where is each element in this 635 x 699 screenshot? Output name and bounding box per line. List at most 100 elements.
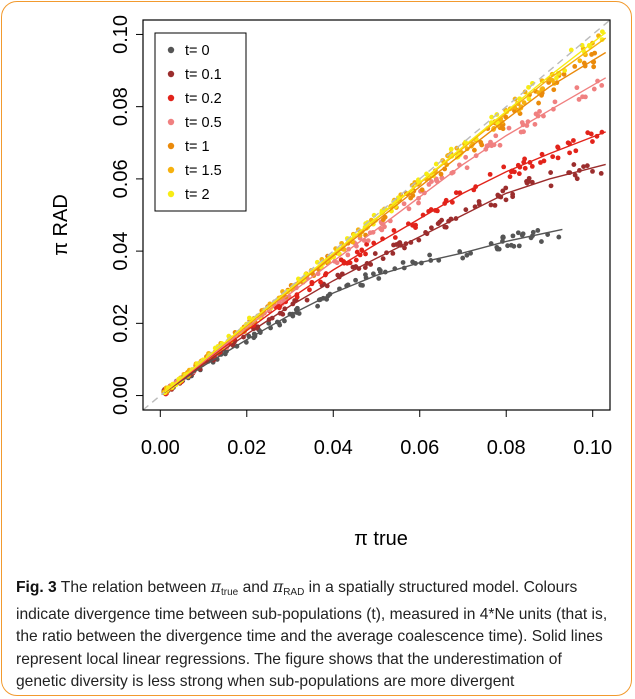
data-point — [434, 178, 439, 183]
data-point — [572, 63, 578, 69]
data-point — [453, 190, 459, 196]
data-point — [505, 243, 510, 249]
data-point — [464, 165, 470, 171]
data-point — [350, 264, 356, 270]
data-point — [600, 29, 605, 35]
caption-rest: in a spatially structured model. Colours… — [16, 579, 608, 690]
data-point — [494, 246, 500, 252]
x-tick-label: 0.02 — [227, 437, 266, 459]
data-point — [567, 150, 573, 156]
data-point — [382, 224, 387, 230]
data-point — [307, 287, 312, 293]
data-point — [358, 282, 364, 288]
data-point — [590, 168, 595, 174]
data-point — [304, 297, 310, 303]
y-tick-label: 0.02 — [110, 304, 132, 343]
data-point — [471, 147, 477, 153]
data-point — [539, 78, 545, 84]
data-point — [599, 82, 605, 88]
pi-symbol: π — [272, 578, 284, 596]
data-point — [282, 318, 287, 324]
data-point — [550, 78, 555, 83]
data-point — [427, 252, 433, 258]
data-point — [429, 179, 434, 184]
data-point — [463, 154, 469, 160]
legend-marker — [167, 166, 175, 174]
data-point — [572, 172, 578, 178]
data-point — [319, 257, 325, 262]
axes: 0.00 0.00 0.02 0.02 0.04 0.04 0.06 0.06 0.08 0.08… — [110, 15, 612, 459]
data-point — [539, 239, 544, 244]
data-point — [345, 252, 351, 258]
data-point — [488, 139, 493, 145]
figure-caption: Fig. 3 The relation between πtrue and πR… — [16, 576, 616, 693]
x-tick-label: 0.08 — [487, 437, 526, 459]
data-point — [532, 121, 538, 127]
data-point — [266, 320, 272, 326]
data-point — [574, 176, 580, 182]
data-point — [476, 199, 482, 204]
data-point — [500, 188, 506, 194]
pi-true-subscript: true — [221, 587, 239, 598]
data-point — [574, 85, 580, 91]
regression-line — [164, 228, 563, 393]
pi-symbol: π — [210, 578, 222, 596]
data-point — [413, 225, 418, 230]
data-point — [359, 247, 365, 253]
data-point — [294, 294, 300, 300]
legend-label: t= 1.5 — [185, 163, 222, 179]
data-point — [561, 71, 567, 77]
data-point — [577, 58, 583, 64]
legend-marker — [167, 94, 175, 102]
data-point — [555, 155, 561, 161]
data-point — [353, 257, 359, 263]
x-axis-label: π true — [354, 528, 408, 550]
data-point — [535, 228, 541, 233]
data-point — [576, 97, 582, 102]
data-point — [530, 229, 536, 235]
x-tick-label: 0.10 — [573, 437, 612, 459]
regression-line — [164, 77, 607, 393]
data-point — [568, 47, 574, 53]
data-point — [541, 158, 547, 164]
data-point — [460, 255, 466, 261]
data-point — [550, 154, 556, 160]
data-point — [334, 260, 340, 266]
caption-intro: The relation between — [60, 579, 211, 596]
data-point — [493, 133, 499, 139]
data-point — [468, 250, 474, 256]
data-point — [416, 200, 421, 206]
x-tick-label: 0.00 — [141, 437, 180, 459]
data-point — [294, 305, 300, 311]
data-point — [591, 86, 597, 92]
x-tick-label: 0.04 — [314, 437, 353, 459]
data-point — [581, 164, 586, 170]
data-point — [591, 64, 597, 70]
data-point — [400, 260, 406, 265]
data-point — [315, 303, 321, 309]
data-point — [392, 235, 398, 240]
data-point — [497, 142, 503, 148]
data-point — [487, 171, 493, 177]
caption-and: and — [238, 579, 273, 596]
data-point — [364, 241, 370, 247]
data-point — [516, 243, 522, 249]
data-point — [515, 230, 521, 236]
data-point — [390, 250, 396, 256]
data-point — [365, 238, 371, 244]
legend-label: t= 0.2 — [185, 91, 222, 107]
figure-label: Fig. 3 — [16, 579, 57, 596]
data-point — [401, 201, 407, 207]
data-point — [376, 276, 382, 281]
data-point — [402, 245, 407, 251]
data-point — [449, 199, 455, 205]
data-point — [551, 87, 557, 93]
data-point — [410, 193, 416, 198]
data-point — [503, 185, 509, 191]
data-point — [516, 171, 522, 177]
data-point — [372, 251, 378, 256]
data-point — [529, 164, 535, 169]
data-point — [363, 251, 368, 257]
data-point — [507, 174, 513, 180]
